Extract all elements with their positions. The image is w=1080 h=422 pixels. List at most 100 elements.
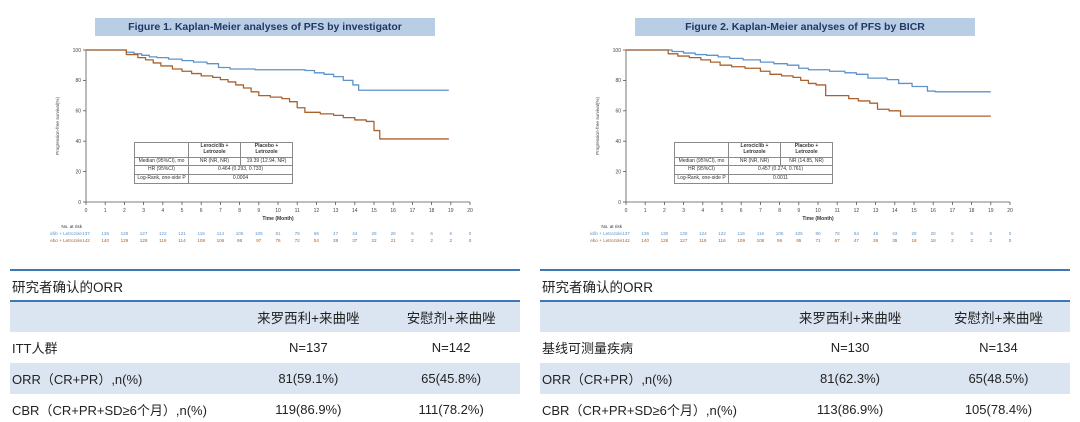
figure2-title-banner: Figure 2. Kaplan-Meier analyses of PFS b… — [635, 18, 975, 36]
cbr-value-2: 105(78.4%) — [964, 402, 1033, 417]
orr-row-orr-label: ORR（CR+PR）,n(%) — [540, 363, 774, 394]
svg-text:6: 6 — [411, 231, 414, 236]
figure2-title: Figure 2. Kaplan-Meier analyses of PFS b… — [685, 21, 925, 33]
stats-hr-value: 0.457 (0.274, 0.761) — [728, 165, 833, 175]
svg-text:8: 8 — [238, 208, 241, 214]
svg-text:0: 0 — [78, 200, 81, 206]
svg-text:17: 17 — [950, 208, 956, 214]
svg-text:No. at risk: No. at risk — [601, 224, 622, 229]
svg-text:18: 18 — [911, 238, 917, 243]
figure2-orr-table: 研究者确认的ORR 来罗西利+来曲唑 安慰剂+来曲唑 基线可测量疾病 N=130… — [540, 269, 1070, 422]
stats-col-placebo: Placebo + Letrozole — [240, 142, 293, 158]
svg-text:98: 98 — [237, 238, 243, 243]
stats-row-median-label: Median (95%CI), mo — [134, 156, 189, 167]
svg-text:6: 6 — [990, 231, 993, 236]
orr-population-n2: N=142 — [431, 340, 471, 355]
svg-text:2: 2 — [123, 208, 126, 214]
stats-logrank-value: 0.0011 — [728, 174, 833, 184]
svg-text:80: 80 — [75, 78, 81, 84]
svg-text:105: 105 — [255, 231, 263, 236]
stats-median-placebo: NR (14.85, NR) — [780, 156, 833, 167]
svg-text:15: 15 — [371, 208, 377, 214]
orr-row-cbr-label: CBR（CR+PR+SD≥6个月）,n(%) — [542, 403, 737, 418]
svg-text:17: 17 — [410, 208, 416, 214]
orr-table-title: 研究者确认的ORR — [540, 270, 1070, 302]
figure1-stats-table: Lerociclib + Letrozole Placebo + Letrozo… — [134, 142, 293, 184]
svg-text:142: 142 — [82, 238, 90, 243]
svg-text:40: 40 — [75, 139, 81, 145]
figure1-chart-container: 0 20 40 60 80 100 Progression-free survival(%)… — [50, 42, 480, 257]
svg-text:100: 100 — [73, 48, 82, 54]
orr-header-lerociclib: 来罗西利+来曲唑 — [773, 301, 927, 332]
svg-text:129: 129 — [121, 231, 129, 236]
svg-text:6: 6 — [740, 208, 743, 214]
svg-text:12: 12 — [854, 208, 860, 214]
orr-header-lerociclib: 来罗西利+来曲唑 — [234, 301, 383, 332]
svg-text:4: 4 — [161, 208, 164, 214]
stats-median-placebo: 19.39 (12.94, NR) — [240, 156, 293, 167]
svg-text:8: 8 — [778, 208, 781, 214]
svg-text:80: 80 — [815, 231, 821, 236]
svg-text:21: 21 — [391, 238, 397, 243]
svg-text:Lerociclib + Letrozole: Lerociclib + Letrozole — [590, 231, 622, 236]
orr-header-placebo: 安慰剂+来曲唑 — [926, 301, 1070, 332]
svg-text:119: 119 — [699, 238, 707, 243]
figure1-title: Figure 1. Kaplan-Meier analyses of PFS b… — [128, 21, 402, 33]
orr-value-2: 65(45.8%) — [382, 363, 520, 394]
stats-hr-value: 0.464 (0.293, 0.733) — [188, 165, 293, 175]
svg-text:37: 37 — [352, 238, 358, 243]
cbr-value-1: 119(86.9%) — [275, 402, 342, 417]
svg-text:2: 2 — [430, 238, 433, 243]
svg-text:106: 106 — [217, 238, 225, 243]
stats-row-hr-label: HR (95%CI) — [674, 165, 729, 175]
orr-population-n2: N=134 — [979, 340, 1018, 355]
orr-population-n1: N=137 — [289, 340, 328, 355]
orr-value-1: 81(62.3%) — [773, 363, 927, 394]
svg-text:6: 6 — [970, 231, 973, 236]
orr-population-n1: N=130 — [830, 340, 870, 355]
svg-text:6: 6 — [951, 231, 954, 236]
svg-text:Time (Month): Time (Month) — [802, 216, 834, 222]
svg-text:95: 95 — [796, 238, 802, 243]
svg-text:44: 44 — [352, 231, 358, 236]
svg-text:3: 3 — [682, 208, 685, 214]
svg-text:129: 129 — [121, 238, 129, 243]
svg-text:60: 60 — [615, 109, 621, 115]
svg-text:47: 47 — [854, 238, 860, 243]
svg-text:13: 13 — [333, 208, 339, 214]
svg-text:45: 45 — [873, 231, 879, 236]
svg-text:1: 1 — [644, 208, 647, 214]
svg-text:5: 5 — [721, 208, 724, 214]
svg-text:109: 109 — [737, 238, 745, 243]
svg-text:19: 19 — [448, 208, 454, 214]
orr-header-placebo: 安慰剂+来曲唑 — [382, 301, 520, 332]
svg-text:4: 4 — [701, 208, 704, 214]
figure1-orr-table: 研究者确认的ORR 来罗西利+来曲唑 安慰剂+来曲唑 ITT人群 N=137 N… — [10, 269, 520, 422]
svg-text:80: 80 — [615, 78, 621, 84]
svg-text:39: 39 — [333, 238, 339, 243]
svg-text:0: 0 — [85, 208, 88, 214]
orr-header-empty — [10, 301, 235, 332]
svg-text:Placebo + Letrozole: Placebo + Letrozole — [50, 238, 82, 243]
svg-text:81: 81 — [275, 231, 281, 236]
svg-text:No. at risk: No. at risk — [61, 224, 82, 229]
svg-text:127: 127 — [140, 231, 148, 236]
stats-col-lerociclib: Lerociclib + Letrozole — [188, 142, 241, 158]
svg-text:28: 28 — [911, 231, 917, 236]
svg-text:54: 54 — [314, 238, 320, 243]
orr-table-title: 研究者确认的ORR — [10, 270, 520, 302]
svg-text:6: 6 — [430, 231, 433, 236]
svg-text:136: 136 — [641, 231, 649, 236]
svg-text:20: 20 — [75, 169, 81, 175]
svg-text:116: 116 — [757, 231, 765, 236]
svg-text:3: 3 — [142, 208, 145, 214]
svg-text:36: 36 — [873, 238, 879, 243]
svg-text:105: 105 — [236, 231, 244, 236]
cbr-value-2: 111(78.2%) — [418, 402, 484, 417]
svg-text:66: 66 — [314, 231, 320, 236]
svg-text:6: 6 — [450, 231, 453, 236]
svg-text:0: 0 — [1009, 231, 1012, 236]
svg-text:128: 128 — [140, 238, 148, 243]
orr-row-orr-label: ORR（CR+PR）,n(%) — [10, 363, 235, 394]
